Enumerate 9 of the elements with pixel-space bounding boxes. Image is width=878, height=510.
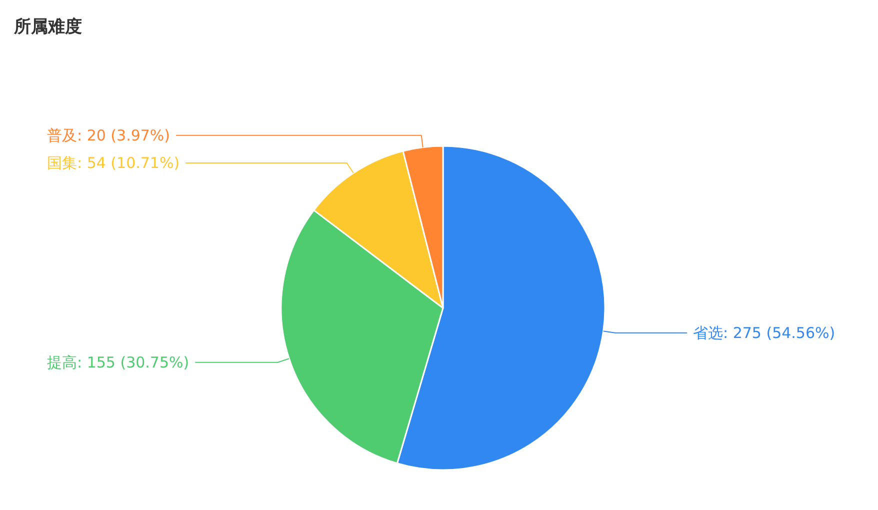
chart-title: 所属难度 <box>13 17 82 37</box>
slice-label: 提高: 155 (30.75%) <box>47 353 190 372</box>
slice-label: 省选: 275 (54.56%) <box>693 324 836 342</box>
slice-label: 国集: 54 (10.71%) <box>47 154 180 172</box>
pie-slice <box>402 145 444 309</box>
slice-label: 普及: 20 (3.97%) <box>47 126 170 144</box>
pie-slice <box>396 145 606 471</box>
pie-slice <box>313 150 444 309</box>
pie-slice <box>280 209 444 464</box>
